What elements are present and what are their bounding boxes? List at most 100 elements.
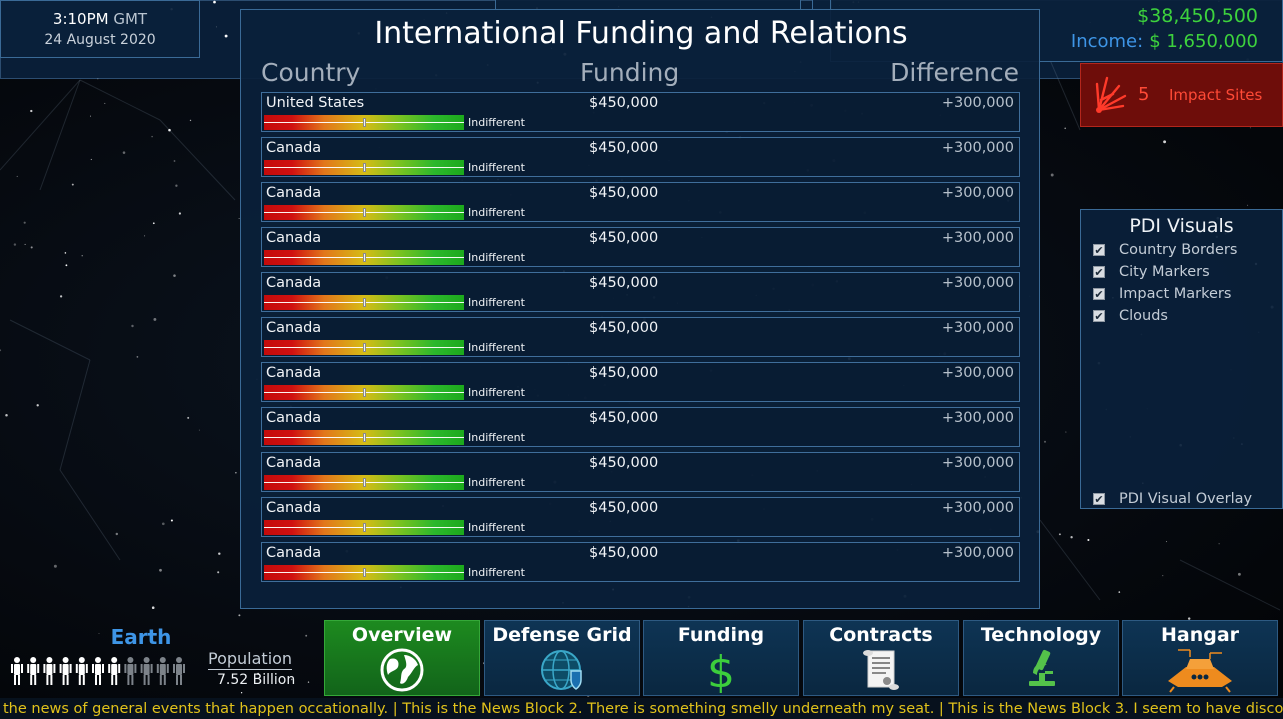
country-name: Canada (266, 500, 322, 516)
checkbox-checked-icon[interactable]: ✔ (1093, 492, 1105, 506)
person-filled-icon (43, 657, 56, 685)
relation-status: Indifferent (468, 386, 525, 399)
country-row[interactable]: Canada Indifferent $450,000 +300,000 (261, 317, 1020, 357)
clock-date: 24 August 2020 (44, 32, 156, 48)
nav-funding-button[interactable]: Funding $ (643, 620, 799, 696)
svg-text:$: $ (707, 647, 735, 693)
impact-sites-button[interactable]: 5 Impact Sites (1080, 63, 1283, 127)
toggle-clouds[interactable]: ✔ Clouds (1093, 306, 1168, 326)
relation-status: Indifferent (468, 161, 525, 174)
country-name: Canada (266, 320, 322, 336)
toggle-label: Clouds (1119, 308, 1168, 324)
country-row[interactable]: Canada Indifferent $450,000 +300,000 (261, 272, 1020, 312)
country-row[interactable]: Canada Indifferent $450,000 +300,000 (261, 362, 1020, 402)
funding-amount: $450,000 (589, 545, 659, 561)
funding-difference: +300,000 (941, 95, 1014, 111)
nav-label: Technology (980, 624, 1102, 646)
funding-difference: +300,000 (941, 230, 1014, 246)
funding-amount: $450,000 (589, 500, 659, 516)
relation-meter (264, 475, 464, 490)
funding-difference: +300,000 (941, 140, 1014, 156)
relation-meter (264, 205, 464, 220)
country-row[interactable]: Canada Indifferent $450,000 +300,000 (261, 497, 1020, 537)
news-ticker: the news of general events that happen o… (0, 698, 1283, 719)
relation-meter-marker (362, 298, 366, 307)
nav-label: Funding (677, 624, 765, 646)
relation-meter-marker (362, 568, 366, 577)
checkbox-checked-icon[interactable]: ✔ (1093, 309, 1105, 323)
income-display: Income: $ 1,650,000 (1071, 31, 1258, 52)
relation-status: Indifferent (468, 476, 525, 489)
relation-meter-marker (362, 253, 366, 262)
news-ticker-text: the news of general events that happen o… (3, 701, 1283, 717)
impact-sites-count: 5 (1138, 84, 1150, 105)
toggle-pdi-visual-overlay[interactable]: ✔ PDI Visual Overlay (1093, 489, 1252, 509)
spaceship-icon (1168, 649, 1232, 693)
country-name: Canada (266, 365, 322, 381)
person-filled-icon (108, 657, 121, 685)
country-row[interactable]: Canada Indifferent $450,000 +300,000 (261, 542, 1020, 582)
relation-meter-marker (362, 523, 366, 532)
microscope-icon (1029, 649, 1055, 686)
person-filled-icon (92, 657, 104, 685)
funding-difference: +300,000 (941, 500, 1014, 516)
toggle-city-markers[interactable]: ✔ City Markers (1093, 262, 1210, 282)
population-label: Population (208, 649, 293, 670)
relation-meter-marker (362, 163, 366, 172)
relation-meter (264, 385, 464, 400)
dollar-icon: $ (707, 647, 735, 693)
toggle-label: Country Borders (1119, 242, 1238, 258)
panel-title: International Funding and Relations (374, 16, 908, 51)
scroll-icon (863, 650, 899, 690)
country-row[interactable]: Canada Indifferent $450,000 +300,000 (261, 407, 1020, 447)
relation-status: Indifferent (468, 116, 525, 129)
relation-status: Indifferent (468, 521, 525, 534)
country-name: Canada (266, 275, 322, 291)
pdi-visuals-panel: PDI Visuals ✔ Country Borders ✔ City Mar… (1080, 209, 1283, 509)
country-row[interactable]: Canada Indifferent $450,000 +300,000 (261, 227, 1020, 267)
person-empty-icon (124, 657, 137, 685)
person-empty-icon (156, 657, 169, 685)
relation-meter-marker (362, 343, 366, 352)
relation-meter-marker (362, 388, 366, 397)
relation-meter (264, 565, 464, 580)
checkbox-checked-icon[interactable]: ✔ (1093, 243, 1105, 257)
country-name: Canada (266, 185, 322, 201)
nav-label: Defense Grid (492, 624, 632, 646)
relation-meter-marker (362, 118, 366, 127)
nav-overview-button[interactable]: Overview (324, 620, 480, 696)
nav-defense-grid-button[interactable]: Defense Grid (484, 620, 640, 696)
country-row[interactable]: Canada Indifferent $450,000 +300,000 (261, 452, 1020, 492)
funding-amount: $450,000 (589, 95, 659, 111)
country-row[interactable]: United States Indifferent $450,000 +300,000 (261, 92, 1020, 132)
country-row[interactable]: Canada Indifferent $450,000 +300,000 (261, 182, 1020, 222)
column-header-country: Country (261, 58, 361, 87)
impact-sites-label: Impact Sites (1169, 86, 1263, 104)
nav-label: Hangar (1160, 624, 1240, 646)
relation-meter (264, 340, 464, 355)
nav-hangar-button[interactable]: Hangar (1122, 620, 1278, 696)
nav-contracts-button[interactable]: Contracts (803, 620, 959, 696)
toggle-label: Impact Markers (1119, 286, 1232, 302)
person-filled-icon (75, 657, 88, 685)
relation-meter (264, 295, 464, 310)
relation-meter-marker (362, 208, 366, 217)
relation-status: Indifferent (468, 296, 525, 309)
pdi-visuals-title: PDI Visuals (1129, 215, 1234, 237)
nav-technology-button[interactable]: Technology (963, 620, 1119, 696)
column-header-funding: Funding (580, 58, 680, 87)
globe-icon (380, 648, 424, 692)
country-name: United States (266, 95, 365, 111)
nav-label: Overview (351, 624, 453, 646)
relation-status: Indifferent (468, 206, 525, 219)
funding-difference: +300,000 (941, 275, 1014, 291)
toggle-country-borders[interactable]: ✔ Country Borders (1093, 240, 1237, 260)
checkbox-checked-icon[interactable]: ✔ (1093, 287, 1105, 301)
funding-amount: $450,000 (589, 320, 659, 336)
country-row[interactable]: Canada Indifferent $450,000 +300,000 (261, 137, 1020, 177)
checkbox-checked-icon[interactable]: ✔ (1093, 265, 1105, 279)
toggle-impact-markers[interactable]: ✔ Impact Markers (1093, 284, 1231, 304)
relation-meter (264, 160, 464, 175)
country-name: Canada (266, 545, 322, 561)
relation-meter-marker (362, 433, 366, 442)
